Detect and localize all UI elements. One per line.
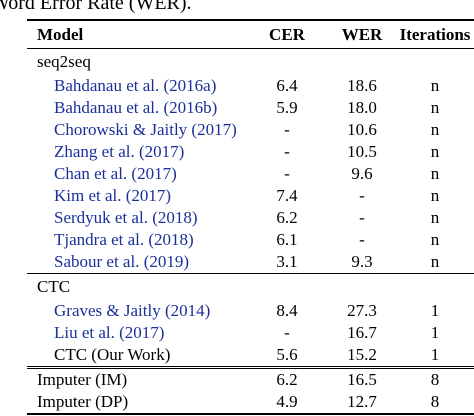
citation-link[interactable]: Graves & Jaitly (2014): [54, 301, 211, 320]
cer-value: 5.6: [276, 345, 298, 364]
iterations-value: n: [430, 186, 440, 205]
cer-value: 6.2: [276, 208, 298, 227]
column-header-model: Model: [37, 25, 84, 44]
wer-value: -: [359, 186, 365, 205]
cer-value: -: [284, 164, 290, 183]
column-header-wer: WER: [341, 25, 383, 44]
cer-value: 6.4: [276, 76, 298, 95]
wer-value: 9.3: [351, 252, 373, 271]
table-row: Imputer (IM) 6.2 16.5 8: [27, 366, 474, 391]
header-row: Model CER WER Iterations: [27, 20, 474, 49]
iterations-value: n: [430, 208, 440, 227]
table-row: Bahdanau et al. (2016b) 5.9 18.0 n: [27, 97, 474, 119]
iterations-value: 8: [396, 391, 474, 415]
column-header-iterations: Iterations: [399, 25, 471, 44]
group-label-seq2seq: seq2seq: [37, 52, 91, 71]
cer-value: 4.9: [246, 391, 328, 415]
table-row: Imputer (DP) 4.9 12.7 8: [27, 391, 474, 415]
citation-link[interactable]: Zhang et al. (2017): [54, 142, 185, 161]
iterations-value: n: [430, 230, 440, 249]
wer-value: 12.7: [328, 391, 396, 415]
cer-value: 8.4: [276, 301, 298, 320]
iterations-value: 1: [430, 345, 440, 364]
wer-value: 10.5: [347, 142, 377, 161]
cer-value: 5.9: [276, 98, 298, 117]
wer-value: 27.3: [347, 301, 377, 320]
citation-link[interactable]: Chan et al. (2017): [54, 164, 177, 183]
cer-value: 6.1: [276, 230, 298, 249]
table-row: Kim et al. (2017) 7.4 - n: [27, 185, 474, 207]
citation-link[interactable]: Bahdanau et al. (2016a): [54, 76, 217, 95]
iterations-value: n: [430, 164, 440, 183]
cer-value: 6.2: [246, 366, 328, 391]
wer-value: 18.6: [347, 76, 377, 95]
group-header-seq2seq: seq2seq: [27, 49, 474, 76]
cer-value: -: [284, 142, 290, 161]
table-row: Zhang et al. (2017) - 10.5 n: [27, 141, 474, 163]
citation-link[interactable]: Chorowski & Jaitly (2017): [54, 120, 237, 139]
table-row: Sabour et al. (2019) 3.1 9.3 n: [27, 251, 474, 274]
column-header-cer: CER: [269, 25, 305, 44]
results-table: Model CER WER Iterations seq2seq Bahdana…: [27, 19, 474, 415]
cer-value: 3.1: [276, 252, 298, 271]
iterations-value: 8: [396, 366, 474, 391]
iterations-value: 1: [430, 301, 440, 320]
table-row: Tjandra et al. (2018) 6.1 - n: [27, 229, 474, 251]
wer-value: 15.2: [347, 345, 377, 364]
wer-value: 9.6: [351, 164, 373, 183]
table-row: Liu et al. (2017) - 16.7 1: [27, 322, 474, 344]
table-row: Chan et al. (2017) - 9.6 n: [27, 163, 474, 185]
wer-value: 18.0: [347, 98, 377, 117]
citation-link[interactable]: Tjandra et al. (2018): [54, 230, 194, 249]
iterations-value: 1: [430, 323, 440, 342]
iterations-value: n: [430, 142, 440, 161]
wer-value: 10.6: [347, 120, 377, 139]
wer-value: 16.5: [328, 366, 396, 391]
iterations-value: n: [430, 252, 440, 271]
table-row: Graves & Jaitly (2014) 8.4 27.3 1: [27, 300, 474, 322]
group-header-ctc: CTC: [27, 273, 474, 300]
cer-value: -: [284, 120, 290, 139]
iterations-value: n: [430, 98, 440, 117]
cer-value: 7.4: [276, 186, 298, 205]
table-caption: Word Error Rate (WER).: [0, 0, 192, 14]
model-name: Imputer (DP): [27, 391, 246, 415]
model-name: Imputer (IM): [27, 366, 246, 391]
model-name: CTC (Our Work): [54, 345, 171, 364]
iterations-value: n: [430, 120, 440, 139]
citation-link[interactable]: Kim et al. (2017): [54, 186, 172, 205]
wer-value: 16.7: [347, 323, 377, 342]
table-row: Serdyuk et al. (2018) 6.2 - n: [27, 207, 474, 229]
cer-value: -: [284, 323, 290, 342]
table-row: Chorowski & Jaitly (2017) - 10.6 n: [27, 119, 474, 141]
citation-link[interactable]: Serdyuk et al. (2018): [54, 208, 198, 227]
iterations-value: n: [430, 76, 440, 95]
citation-link[interactable]: Sabour et al. (2019): [54, 252, 190, 271]
table-row: CTC (Our Work) 5.6 15.2 1: [27, 344, 474, 368]
table-row: Bahdanau et al. (2016a) 6.4 18.6 n: [27, 75, 474, 97]
wer-value: -: [359, 230, 365, 249]
group-label-ctc: CTC: [27, 273, 474, 300]
wer-value: -: [359, 208, 365, 227]
citation-link[interactable]: Bahdanau et al. (2016b): [54, 98, 218, 117]
citation-link[interactable]: Liu et al. (2017): [54, 323, 165, 342]
